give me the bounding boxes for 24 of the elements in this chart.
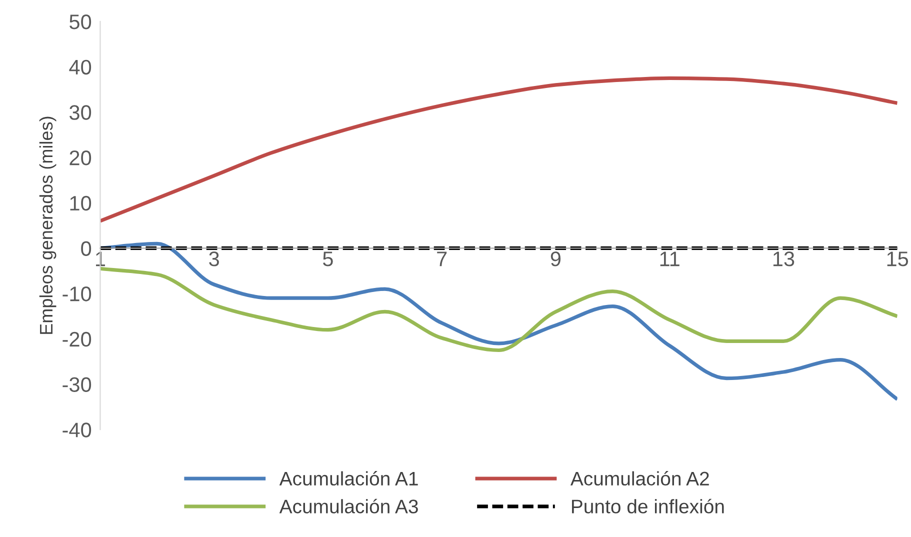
y-tick-label: 40: [69, 60, 92, 75]
x-tick-label: 3: [209, 252, 219, 266]
x-tick-label: 13: [773, 252, 794, 266]
y-tick-label: -40: [62, 422, 92, 438]
y-axis-title: Empleos generados (miles): [39, 116, 56, 334]
x-tick-label: 11: [660, 252, 680, 266]
y-tick-label: 50: [70, 14, 92, 30]
y-tick-label: 10: [70, 196, 92, 211]
line-series: [100, 76, 898, 223]
x-tick-label: 7: [437, 252, 447, 266]
legend-label: Acumulación A3: [279, 498, 418, 514]
legend-label: Punto de inflexión: [572, 498, 724, 514]
y-tick-label: -30: [62, 377, 92, 392]
y-tick-label: 20: [70, 150, 92, 166]
x-tick-label: 5: [323, 252, 333, 266]
y-tick-label: -20: [62, 332, 92, 347]
line-series: [100, 266, 898, 352]
x-tick-label: 9: [550, 252, 561, 266]
y-tick-label: 30: [70, 105, 92, 120]
legend-label: Acumulación A2: [570, 471, 709, 486]
legend-label: Acumulación A1: [279, 471, 418, 486]
y-tick-label: 0: [81, 241, 92, 256]
x-tick-label: 15: [887, 252, 908, 266]
y-tick-label: -10: [62, 286, 92, 302]
